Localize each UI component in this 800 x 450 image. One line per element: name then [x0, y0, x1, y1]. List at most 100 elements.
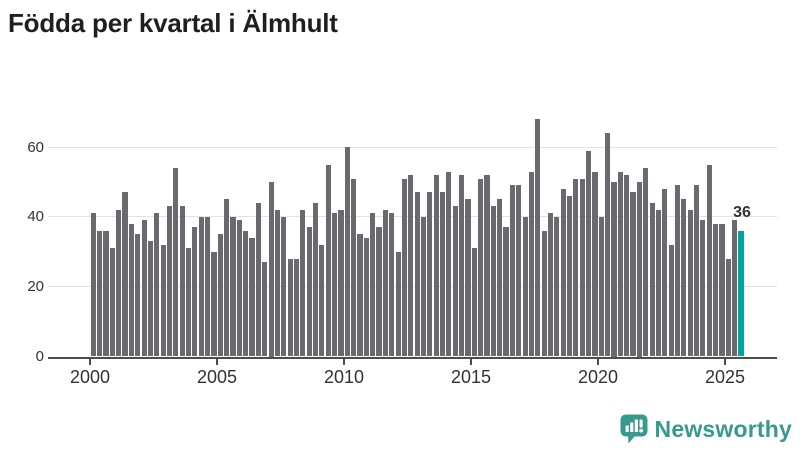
bar: [109, 248, 115, 357]
bar: [274, 209, 281, 357]
bar: [471, 248, 477, 357]
x-axis-tick: [724, 358, 726, 365]
bar: [586, 150, 592, 357]
x-axis-line: [48, 356, 777, 359]
bar: [281, 216, 287, 357]
bar: [154, 213, 160, 357]
x-axis-tick: [597, 358, 599, 365]
bar: [497, 199, 503, 357]
bar: [230, 216, 236, 357]
bar: [300, 209, 306, 357]
bar: [363, 237, 369, 357]
x-axis-label: 2015: [450, 366, 492, 387]
bar: [382, 209, 388, 357]
bar: [249, 237, 255, 357]
bar: [446, 171, 452, 357]
x-axis-label: 2010: [323, 366, 365, 387]
bar: [160, 244, 166, 357]
bar: [370, 213, 376, 357]
bar: [439, 192, 446, 357]
bar: [217, 234, 223, 357]
y-gridline: [48, 146, 777, 148]
x-axis-tick: [470, 358, 472, 365]
bar: [205, 216, 211, 357]
bar: [427, 192, 433, 357]
bar: [674, 185, 681, 357]
x-axis-tick: [216, 358, 218, 365]
bar: [192, 227, 198, 357]
bar: [179, 206, 185, 357]
bar: [255, 202, 261, 357]
bar: [617, 171, 623, 357]
bar: [141, 220, 147, 357]
bar: [681, 199, 687, 357]
bar: [287, 258, 293, 357]
x-axis-label: 2000: [69, 366, 111, 387]
bar: [198, 216, 204, 357]
bar: [693, 185, 700, 357]
bar: [522, 216, 528, 357]
newsworthy-logo: Newsworthy: [620, 414, 792, 445]
bar: [312, 202, 319, 357]
bar: [719, 223, 725, 357]
bar: [128, 223, 134, 357]
x-axis-label: 2025: [704, 366, 746, 387]
y-axis-label: 60: [27, 138, 44, 156]
bar: [338, 209, 344, 357]
x-axis-label: 2005: [196, 366, 238, 387]
bar: [630, 192, 636, 357]
bar: [560, 188, 566, 357]
bar: [490, 206, 496, 357]
bar: [452, 206, 458, 357]
bar: [90, 213, 96, 357]
bar: [116, 209, 122, 357]
bar: [541, 230, 547, 357]
bar: [592, 171, 598, 357]
bar: [420, 216, 427, 357]
bar: [325, 164, 331, 357]
y-axis-label: 0: [35, 348, 44, 365]
bar: [509, 185, 515, 357]
bar: [713, 223, 719, 357]
bar: [516, 185, 522, 357]
bar: [547, 213, 554, 357]
bar: [185, 248, 192, 357]
bar: [579, 178, 585, 357]
highlighted-bar: [738, 230, 744, 357]
bar: [566, 195, 573, 357]
bar: [668, 244, 674, 357]
bar: [655, 209, 662, 357]
newsworthy-wordmark: Newsworthy: [654, 416, 792, 442]
bar: [484, 175, 490, 357]
bar: [243, 230, 249, 357]
bar: [268, 182, 274, 357]
bar: [433, 175, 439, 357]
bar: [135, 234, 141, 357]
bar: [173, 168, 179, 357]
y-axis-label: 20: [27, 278, 44, 296]
highlighted-bar-value-label: 36: [733, 203, 751, 221]
bar: [357, 234, 363, 357]
bar: [465, 199, 471, 357]
bar: [573, 178, 579, 357]
bar: [224, 199, 230, 357]
bar: [554, 216, 560, 357]
y-axis-label: 40: [27, 208, 44, 226]
bar: [262, 262, 268, 357]
bar: [319, 244, 325, 357]
bar: [624, 175, 630, 357]
bar: [211, 251, 217, 357]
bar: [662, 188, 668, 357]
x-axis-tick: [89, 358, 91, 365]
bar: [503, 227, 509, 357]
bar: [414, 192, 420, 357]
bar: [344, 147, 350, 357]
bar: [236, 220, 242, 357]
chart-title: Födda per kvartal i Älmhult: [8, 8, 338, 38]
bar: [706, 164, 712, 357]
bar: [636, 182, 642, 357]
bar: [306, 227, 312, 357]
bar: [535, 119, 541, 357]
